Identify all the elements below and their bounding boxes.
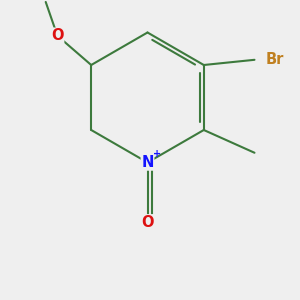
Text: Br: Br [266,52,284,67]
Text: O: O [141,215,154,230]
Text: O: O [51,28,64,43]
Text: +: + [153,149,162,159]
Text: N: N [141,155,154,170]
